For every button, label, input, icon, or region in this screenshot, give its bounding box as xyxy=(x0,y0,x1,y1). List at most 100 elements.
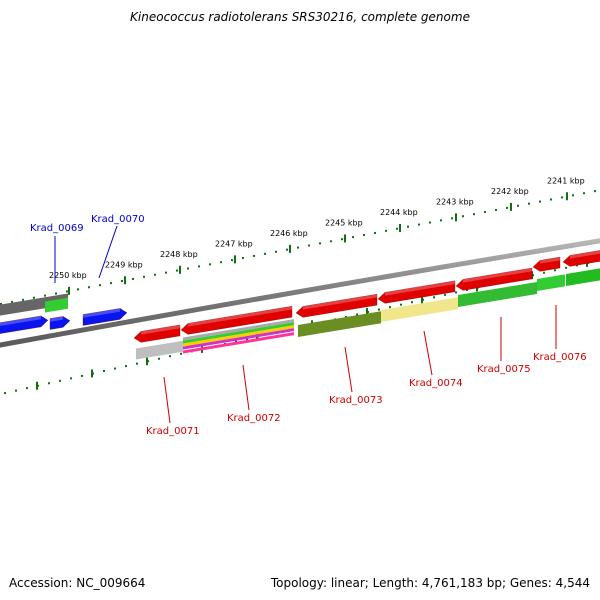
tick-label: 2242 kbp xyxy=(491,187,529,196)
tick-label: 2241 kbp xyxy=(547,176,585,185)
tick-dot xyxy=(572,194,574,197)
tick-dot xyxy=(539,200,541,203)
gene-arrow-reverse xyxy=(180,306,293,335)
tick-dot xyxy=(125,365,127,368)
tick-dot xyxy=(378,308,380,311)
tick-dot xyxy=(385,229,387,232)
tick-dot xyxy=(484,211,486,214)
gene-arrow-reverse xyxy=(295,293,378,318)
gene-arrow-reverse-shine xyxy=(540,257,560,264)
tick-dot xyxy=(77,288,79,291)
tick-dot xyxy=(462,215,464,218)
gene-arrow-reverse-shine xyxy=(570,250,600,259)
tick-dot xyxy=(121,280,123,283)
tick-dot xyxy=(198,265,200,268)
tick-dot xyxy=(433,296,435,299)
tick-dot xyxy=(103,369,105,372)
tick-dot xyxy=(235,340,237,343)
gene-arrow-reverse-shine xyxy=(303,294,377,310)
gene-labels: Krad_0069 Krad_0070 Krad_0071 Krad_0072 Krad… xyxy=(30,214,587,437)
tick-dot xyxy=(209,263,211,266)
tick-dot xyxy=(132,277,134,280)
domain-bar xyxy=(381,297,458,322)
domain-bar xyxy=(458,281,537,307)
tick-dot xyxy=(44,294,46,297)
gene-label[interactable]: Krad_0070 xyxy=(91,214,145,225)
tick-dot xyxy=(352,236,354,239)
tick-dot xyxy=(22,298,24,301)
tick-dot xyxy=(246,338,248,341)
tick-dot xyxy=(158,357,160,360)
tick-label: 2250 kbp xyxy=(49,271,87,280)
tick-dot xyxy=(169,355,171,358)
gene-features xyxy=(0,250,600,360)
scale-ticks: 2241 kbp 2242 kbp 2243 kbp 2244 kbp 2245 kbp… xyxy=(0,176,600,395)
tick-dot xyxy=(26,387,28,390)
tick-dot xyxy=(114,367,116,370)
gene-label[interactable]: Krad_0071 xyxy=(146,426,200,437)
tick-dot xyxy=(418,223,420,226)
gene-arrow-reverse-shine xyxy=(463,267,532,283)
tick-dot xyxy=(110,282,112,285)
gene-leader-line xyxy=(423,330,433,376)
gene-label[interactable]: Krad_0075 xyxy=(477,364,531,375)
domain-bar xyxy=(136,340,183,360)
tick-dot xyxy=(411,301,413,304)
domain-bar xyxy=(183,328,294,350)
tick-dot xyxy=(330,240,332,243)
gene-label[interactable]: Krad_0072 xyxy=(227,413,281,424)
tick-dot xyxy=(88,286,90,289)
gene-label[interactable]: Krad_0073 xyxy=(329,395,383,406)
domain-bar xyxy=(537,274,565,291)
tick-dot xyxy=(407,225,409,228)
tick-dot xyxy=(374,231,376,234)
tick-dot xyxy=(473,213,475,216)
gene-leader-line xyxy=(242,364,250,411)
tick-dot xyxy=(554,269,556,272)
tick-dot xyxy=(0,303,2,305)
gene-leader-line xyxy=(344,346,353,393)
gene-arrow-reverse xyxy=(133,324,181,343)
tick-dot xyxy=(253,254,255,257)
tick-dot xyxy=(576,264,578,267)
tick-dot xyxy=(55,292,57,295)
tick-dot xyxy=(319,242,321,245)
gene-arrow-forward-shine xyxy=(83,308,120,318)
backbone-line xyxy=(0,238,600,348)
tick-dot xyxy=(517,204,519,207)
tick-dot xyxy=(70,377,72,380)
tick-label: 2244 kbp xyxy=(380,208,418,217)
tick-dot xyxy=(550,198,552,201)
tick-dot xyxy=(220,261,222,264)
tick-dot xyxy=(528,202,530,205)
gene-label[interactable]: Krad_0076 xyxy=(533,352,587,363)
tick-dot xyxy=(495,208,497,211)
tick-dot xyxy=(345,315,347,318)
gene-label[interactable]: Krad_0069 xyxy=(30,223,84,234)
gene-arrow-reverse-shine xyxy=(385,280,455,296)
genome-backbone xyxy=(0,238,600,348)
tick-dot xyxy=(389,306,391,309)
tick-dot xyxy=(180,352,182,355)
gene-arrow-reverse xyxy=(532,256,561,272)
accession-label: Accession: NC_009664 xyxy=(9,576,146,590)
domain-bar xyxy=(183,322,294,344)
tick-label: 2248 kbp xyxy=(160,250,198,259)
tick-dot xyxy=(264,252,266,255)
gene-label[interactable]: Krad_0074 xyxy=(409,378,463,389)
tick-dot xyxy=(48,382,50,385)
tick-dot xyxy=(455,291,457,294)
tick-dot xyxy=(561,196,563,199)
tick-dot xyxy=(583,192,585,195)
tick-dot xyxy=(187,267,189,270)
tick-label: 2245 kbp xyxy=(325,218,363,227)
tick-dot xyxy=(440,219,442,222)
tick-dot xyxy=(59,379,61,382)
tick-dot xyxy=(466,288,468,291)
topology-label: Topology: linear; Length: 4,761,183 bp; … xyxy=(270,576,590,590)
domain-bar xyxy=(566,268,600,286)
gene-arrow-reverse-shine xyxy=(188,306,292,327)
gene-arrow-forward xyxy=(0,315,49,334)
